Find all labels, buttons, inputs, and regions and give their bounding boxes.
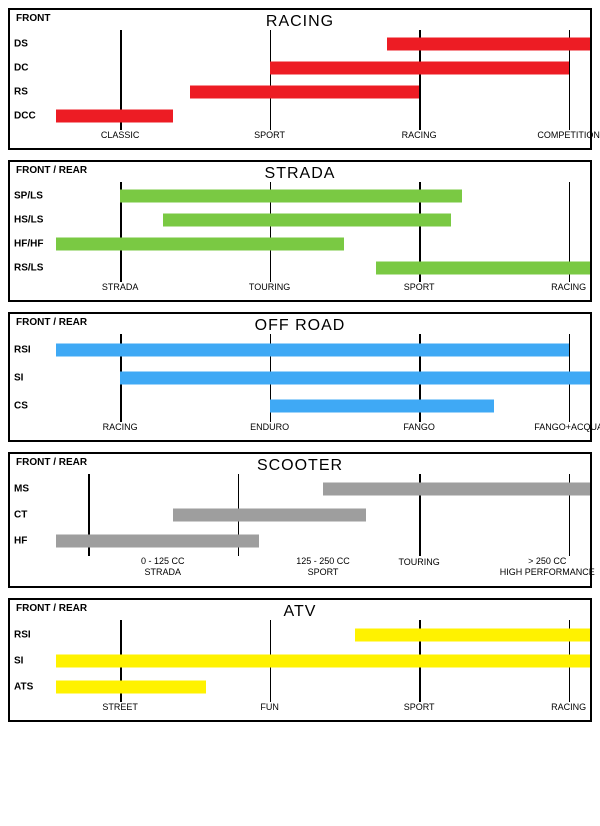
- x-label: STREET: [102, 702, 138, 712]
- chart-area: MSCTHF: [56, 476, 590, 554]
- panel-atv: FRONT / REARATVRSISIATSSTREETFUNSPORTRAC…: [8, 598, 592, 722]
- chart-area: RSISIATS: [56, 622, 590, 700]
- x-label: 0 - 125 CCSTRADA: [141, 556, 185, 577]
- row-label: SP/LS: [14, 191, 52, 202]
- row-label: RS: [14, 87, 52, 98]
- row-label: MS: [14, 484, 52, 495]
- x-label: CLASSIC: [101, 130, 140, 140]
- chart-row: DCC: [56, 104, 590, 128]
- x-label: SPORT: [404, 702, 435, 712]
- x-axis-labels: 0 - 125 CCSTRADA 125 - 250 CCSPORT TOURING…: [56, 554, 590, 582]
- chart-row: SI: [56, 648, 590, 674]
- x-label: STRADA: [102, 282, 139, 292]
- row-label: DCC: [14, 111, 52, 122]
- chart-row: RS: [56, 80, 590, 104]
- x-axis-labels: STREET FUN SPORT RACING: [56, 700, 590, 716]
- chart-row: HF: [56, 528, 590, 554]
- chart-row: HS/LS: [56, 208, 590, 232]
- bar: [120, 190, 462, 203]
- bar: [376, 262, 590, 275]
- chart-row: ATS: [56, 674, 590, 700]
- chart-row: RSI: [56, 336, 590, 364]
- bar: [387, 38, 590, 51]
- bar: [323, 483, 590, 496]
- bar: [56, 344, 569, 357]
- row-label: ATS: [14, 682, 52, 693]
- chart-row: HF/HF: [56, 232, 590, 256]
- corner-label: FRONT / REAR: [16, 603, 87, 614]
- bar: [56, 681, 206, 694]
- chart-row: SI: [56, 364, 590, 392]
- row-label: HS/LS: [14, 215, 52, 226]
- x-label: RACING: [551, 282, 586, 292]
- chart-row: SP/LS: [56, 184, 590, 208]
- row-label: RSI: [14, 630, 52, 641]
- x-axis-labels: RACINGENDUROFANGOFANGO+ACQUA: [56, 420, 590, 436]
- x-label: SPORT: [254, 130, 285, 140]
- bar: [56, 110, 173, 123]
- row-label: RS/LS: [14, 263, 52, 274]
- bar: [270, 62, 569, 75]
- x-label: FUN: [260, 702, 279, 712]
- panel-title: RACING: [266, 13, 334, 31]
- corner-label: FRONT / REAR: [16, 457, 87, 468]
- bar: [56, 238, 344, 251]
- chart-row: RSI: [56, 622, 590, 648]
- x-label: > 250 CCHIGH PERFORMANCE: [500, 556, 595, 577]
- bar: [56, 535, 259, 548]
- row-label: SI: [14, 373, 52, 384]
- chart-root: FRONTRACINGDSDCRSDCCCLASSICSPORTRACINGCO…: [8, 8, 592, 722]
- chart-area: DSDCRSDCC: [56, 32, 590, 128]
- x-label: FANGO: [403, 422, 435, 432]
- row-label: CS: [14, 401, 52, 412]
- x-label: TOURING: [249, 282, 290, 292]
- row-label: RSI: [14, 345, 52, 356]
- corner-label: FRONT / REAR: [16, 317, 87, 328]
- bar: [120, 372, 590, 385]
- panel-strada: FRONT / REARSTRADASP/LSHS/LSHF/HFRS/LSST…: [8, 160, 592, 302]
- bar: [190, 86, 420, 99]
- x-label: RACING: [551, 702, 586, 712]
- panel-racing: FRONTRACINGDSDCRSDCCCLASSICSPORTRACINGCO…: [8, 8, 592, 150]
- row-label: HF/HF: [14, 239, 52, 250]
- row-label: DS: [14, 39, 52, 50]
- chart-row: MS: [56, 476, 590, 502]
- x-label: RACING: [402, 130, 437, 140]
- panel-title: STRADA: [265, 165, 336, 183]
- x-axis-labels: STRADA TOURING SPORT RACING: [56, 280, 590, 296]
- x-label: TOURING: [398, 556, 439, 567]
- bar: [56, 655, 590, 668]
- corner-label: FRONT / REAR: [16, 165, 87, 176]
- panel-title: OFF ROAD: [255, 317, 346, 335]
- corner-label: FRONT: [16, 13, 50, 24]
- row-label: DC: [14, 63, 52, 74]
- bar: [173, 509, 365, 522]
- row-label: CT: [14, 510, 52, 521]
- x-label: ENDURO: [250, 422, 289, 432]
- chart-row: CS: [56, 392, 590, 420]
- chart-area: SP/LSHS/LSHF/HFRS/LS: [56, 184, 590, 280]
- chart-row: RS/LS: [56, 256, 590, 280]
- row-label: HF: [14, 536, 52, 547]
- panel-title: ATV: [284, 603, 317, 621]
- chart-row: DS: [56, 32, 590, 56]
- x-axis-labels: CLASSICSPORTRACINGCOMPETITION: [56, 128, 590, 144]
- x-label: RACING: [103, 422, 138, 432]
- x-label: 125 - 250 CCSPORT: [296, 556, 350, 577]
- chart-row: CT: [56, 502, 590, 528]
- bar: [355, 629, 590, 642]
- bar: [270, 400, 494, 413]
- panel-scooter: FRONT / REARSCOOTERMSCTHF0 - 125 CCSTRAD…: [8, 452, 592, 588]
- panel-offroad: FRONT / REAROFF ROADRSISICSRACINGENDUROF…: [8, 312, 592, 442]
- chart-area: RSISICS: [56, 336, 590, 420]
- chart-row: DC: [56, 56, 590, 80]
- bar: [163, 214, 451, 227]
- row-label: SI: [14, 656, 52, 667]
- panel-title: SCOOTER: [257, 457, 343, 475]
- x-label: COMPETITION: [537, 130, 600, 140]
- x-label: FANGO+ACQUA: [534, 422, 600, 432]
- x-label: SPORT: [404, 282, 435, 292]
